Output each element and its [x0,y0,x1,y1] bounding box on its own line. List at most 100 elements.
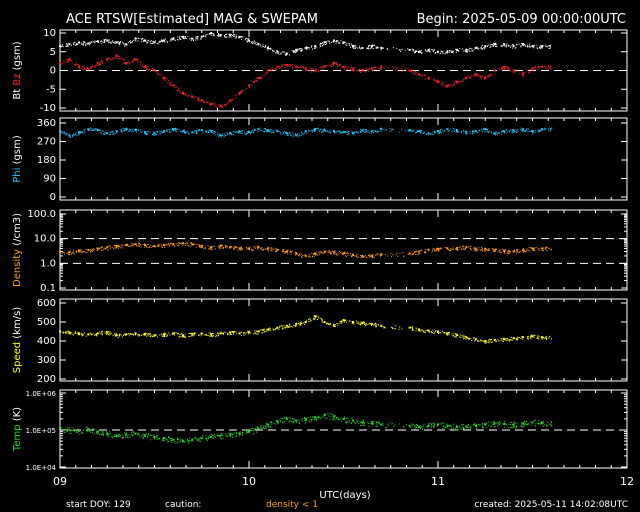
data-point-scatter [457,49,459,51]
data-point [191,438,194,441]
data-point-scatter [61,44,63,46]
data-point-scatter [445,86,447,88]
data-point-scatter [517,251,519,253]
data-point-scatter [207,335,209,337]
data-point-scatter [521,72,523,74]
data-point-scatter [108,58,110,60]
data-point-scatter [300,49,302,51]
data-point-scatter [321,318,323,320]
data-point-scatter [107,432,109,434]
data-point-scatter [349,68,351,70]
data-point-scatter [411,254,413,256]
data-point-scatter [178,88,180,90]
data-point-scatter [287,134,289,136]
data-point-scatter [417,73,419,75]
data-point-scatter [544,128,546,130]
data-point-scatter [194,332,196,334]
data-point-scatter [366,48,368,50]
data-point-scatter [487,132,489,134]
data-point-scatter [464,77,466,79]
data-point-scatter [263,75,265,77]
data-point-scatter [170,84,172,86]
data-point-scatter [129,245,131,247]
data-point [181,35,184,38]
data-point-scatter [328,324,330,326]
data-point [427,424,430,427]
data-point-scatter [504,250,506,252]
data-point-scatter [76,43,78,45]
data-point-scatter [422,132,424,134]
data-point-scatter [108,435,110,437]
data-point-scatter [139,435,141,437]
data-point-scatter [353,132,355,134]
data-point [446,84,449,87]
data-point [474,47,477,49]
data-point-scatter [285,54,287,56]
data-point-scatter [433,427,435,429]
data-point-scatter [241,247,243,249]
data-point-scatter [369,48,371,50]
data-point-scatter [439,331,441,333]
data-point-scatter [310,419,312,421]
data-point-scatter [540,47,542,49]
data-point-scatter [322,416,324,418]
data-point-scatter [388,425,390,427]
data-point-scatter [265,427,267,429]
data-point-scatter [214,436,216,438]
data-point-scatter [345,42,347,44]
data-point-scatter [474,340,476,342]
data-point-scatter [123,45,125,47]
data-point-scatter [146,69,148,71]
data-point-scatter [373,257,375,259]
data-point [276,420,279,423]
data-point-scatter [337,64,339,66]
data-point-scatter [82,65,84,67]
data-point-scatter [396,252,398,254]
data-point-scatter [325,65,327,67]
data-point-scatter [534,247,536,249]
data-point-scatter [188,333,190,335]
data-point-scatter [251,249,253,251]
data-point-scatter [352,70,354,72]
data-point-scatter [486,128,488,130]
data-point [408,69,411,72]
data-point-scatter [84,68,86,70]
data-point-scatter [541,47,543,49]
data-point-scatter [129,333,131,335]
data-point-scatter [262,130,264,132]
data-point-scatter [316,319,318,321]
data-point-scatter [441,330,443,332]
data-point-scatter [179,334,181,336]
data-point-scatter [468,426,470,428]
data-point-scatter [372,129,374,131]
data-point-scatter [249,249,251,251]
data-point-scatter [264,330,266,332]
data-point [87,248,90,251]
data-point-scatter [274,69,276,71]
data-point-scatter [419,252,421,254]
data-point-scatter [446,334,448,336]
data-point-scatter [431,251,433,253]
data-point-scatter [546,337,548,339]
data-point [87,67,90,70]
data-point-scatter [153,134,155,136]
data-point-scatter [234,34,236,36]
data-point-scatter [308,318,310,320]
data-point-scatter [60,426,62,428]
data-point-scatter [74,331,76,333]
data-point-scatter [357,256,359,258]
data-point [248,39,250,42]
data-point-scatter [118,335,120,337]
data-point-scatter [501,251,503,253]
data-point-scatter [542,250,544,252]
data-point-scatter [62,46,64,48]
data-point-scatter [296,68,298,70]
data-point-scatter [350,43,352,45]
data-point [361,421,364,424]
y-axis-label-part: (gsm) [12,41,23,73]
data-point-scatter [167,41,169,43]
data-point-scatter [420,250,422,252]
data-point-scatter [502,248,504,250]
data-point [295,322,298,325]
data-point-scatter [63,332,65,334]
